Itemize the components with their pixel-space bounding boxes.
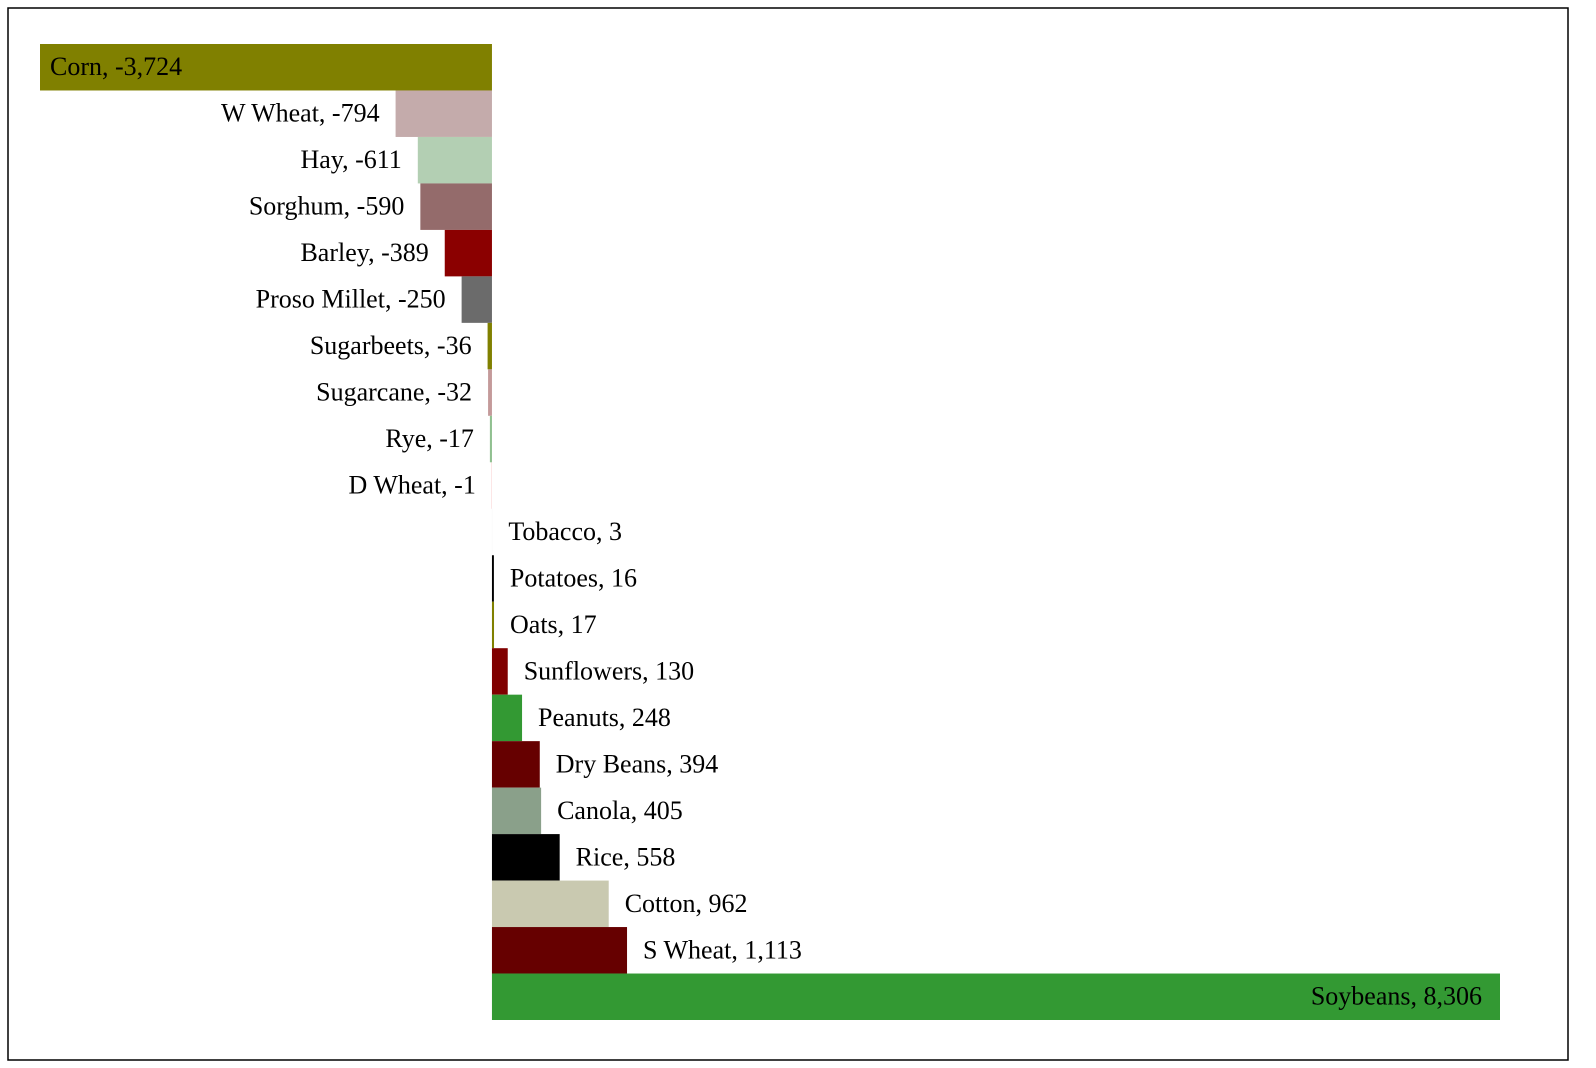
bar [491,927,628,974]
data-label: Corn, -3,724 [50,52,182,81]
bar [488,369,492,416]
data-label: Dry Beans, 394 [556,749,718,778]
bar [487,322,492,370]
bar [491,741,540,788]
data-label: D Wheat, -1 [349,470,476,499]
bar [444,229,492,277]
data-label: Rye, -17 [385,424,474,453]
bar [491,834,560,881]
bar [491,555,494,602]
chart-frame [7,7,1569,1061]
bar [491,694,523,742]
bar [491,648,508,695]
data-label: Canola, 405 [557,796,683,825]
data-label: Hay, -611 [300,145,401,174]
data-label: Cotton, 962 [625,889,748,918]
data-label: Barley, -389 [300,238,428,267]
data-label: Potatoes, 16 [510,563,637,592]
data-label: Oats, 17 [510,610,597,639]
data-label: Sunflowers, 130 [524,656,694,685]
data-label: Sugarbeets, -36 [310,331,472,360]
bar [417,136,492,184]
data-label: Sugarcane, -32 [316,378,472,407]
data-label: Rice, 558 [576,842,676,871]
bar [461,276,492,323]
data-label: Proso Millet, -250 [256,285,446,314]
data-label: Sorghum, -590 [249,192,405,221]
bar [420,183,492,230]
data-label: Peanuts, 248 [538,703,671,732]
bar [40,44,492,91]
bar [395,90,492,137]
data-label: W Wheat, -794 [221,99,380,128]
data-label: Soybeans, 8,306 [1311,982,1482,1011]
bar [491,880,609,928]
bar [491,601,495,649]
bar [491,787,542,835]
bar [489,415,492,463]
data-label: Tobacco, 3 [508,517,622,546]
bar [491,973,1500,1020]
data-label: S Wheat, 1,113 [643,935,802,964]
